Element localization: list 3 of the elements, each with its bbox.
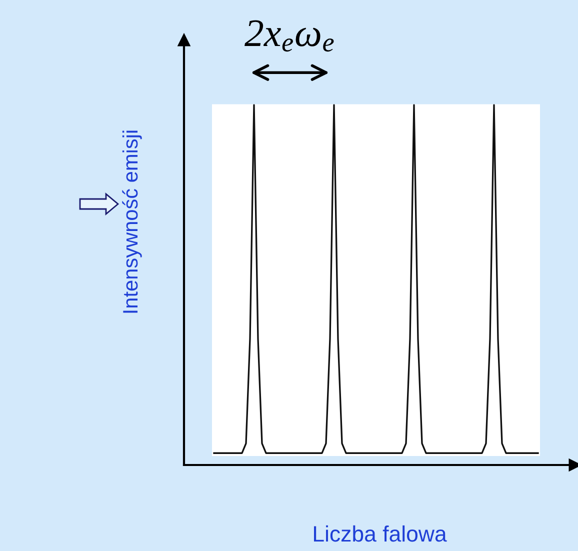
y-axis-title: Intensywność emisji <box>122 130 142 313</box>
x-axis-title: Liczba falowa <box>314 525 447 542</box>
text: 2x$_{e}$ω$_{e}$ <box>244 20 334 52</box>
